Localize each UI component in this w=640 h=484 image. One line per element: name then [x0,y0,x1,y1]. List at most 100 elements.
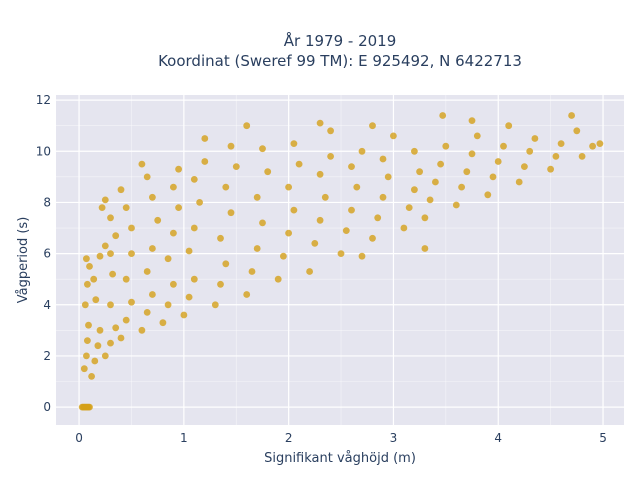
data-point [175,204,183,212]
data-point [253,193,261,201]
y-tick-label: 10 [36,144,51,158]
x-tick-label: 1 [180,431,188,445]
data-point [107,214,114,222]
data-point [384,173,392,181]
y-tick-label: 4 [43,298,51,312]
data-point [86,263,93,270]
data-point [521,163,528,171]
data-point [149,193,156,201]
data-point [500,142,507,150]
data-point [274,275,282,283]
data-point [494,158,502,165]
data-point [358,252,366,260]
x-tick-label: 2 [285,431,293,445]
y-tick-label: 2 [43,349,51,363]
data-point [442,142,450,150]
data-point [557,140,565,148]
data-point [128,298,135,306]
data-point [452,201,460,209]
data-point [432,178,439,186]
data-point [96,252,104,260]
data-point [311,240,319,247]
data-point [138,326,146,334]
data-point [180,311,188,319]
data-point [515,178,523,186]
data-point [122,204,130,212]
data-point [259,145,266,153]
data-point [128,224,135,232]
data-point [439,112,447,119]
data-point [98,204,106,212]
data-point [85,321,92,329]
data-point [83,255,90,263]
data-point [390,132,397,140]
data-point [143,173,151,181]
data-point [201,158,209,165]
data-point [306,268,313,275]
plot-area [56,95,624,425]
data-point [327,127,334,135]
data-point [295,160,303,168]
data-point [190,224,198,232]
data-point [107,250,114,257]
data-point [227,209,235,217]
data-point [411,186,418,194]
data-point [369,122,376,130]
data-point [107,301,114,309]
data-point [201,135,209,142]
x-tick-label: 4 [494,431,502,445]
data-point [243,291,251,298]
y-axis-title: Vågperiod (s) [16,217,31,304]
data-point [484,191,492,199]
data-point [290,140,298,148]
data-point [531,135,539,142]
data-point [190,176,198,183]
data-point [379,155,387,163]
data-point [190,275,198,283]
data-point [101,196,109,204]
data-point [489,173,497,181]
data-point [88,373,95,380]
y-tick-label: 12 [36,93,51,107]
data-point [280,252,287,260]
data-point [596,140,604,148]
data-point [348,163,355,171]
data-point [421,245,429,252]
data-point [149,245,156,252]
data-point [149,291,156,298]
data-point [101,242,109,250]
x-axis-ticks: 0 1 2 3 4 5 [75,431,607,445]
data-point [94,342,102,350]
data-point [112,232,120,240]
data-point [170,229,177,237]
data-point [170,183,177,191]
data-point [416,168,423,176]
data-point [227,142,235,150]
data-point [421,214,429,222]
data-point [101,352,109,360]
data-point [264,168,272,176]
data-point [196,199,204,206]
data-point [175,165,183,173]
data-point [353,183,361,191]
data-point [122,316,130,324]
data-point [243,122,251,130]
data-point [259,219,266,227]
data-point [117,334,125,342]
data-point [81,301,89,309]
data-point [552,153,560,160]
data-point [185,247,193,255]
data-point [589,142,596,150]
data-point [232,163,240,171]
y-axis-ticks: 0 2 4 6 8 10 12 [36,93,51,414]
data-point [217,234,224,242]
data-point [426,196,434,204]
x-tick-label: 0 [75,431,83,445]
data-point [109,270,116,278]
data-point [112,324,120,332]
data-point [164,255,172,263]
y-tick-label: 8 [43,195,51,209]
data-point [222,260,230,268]
data-point [400,224,408,232]
